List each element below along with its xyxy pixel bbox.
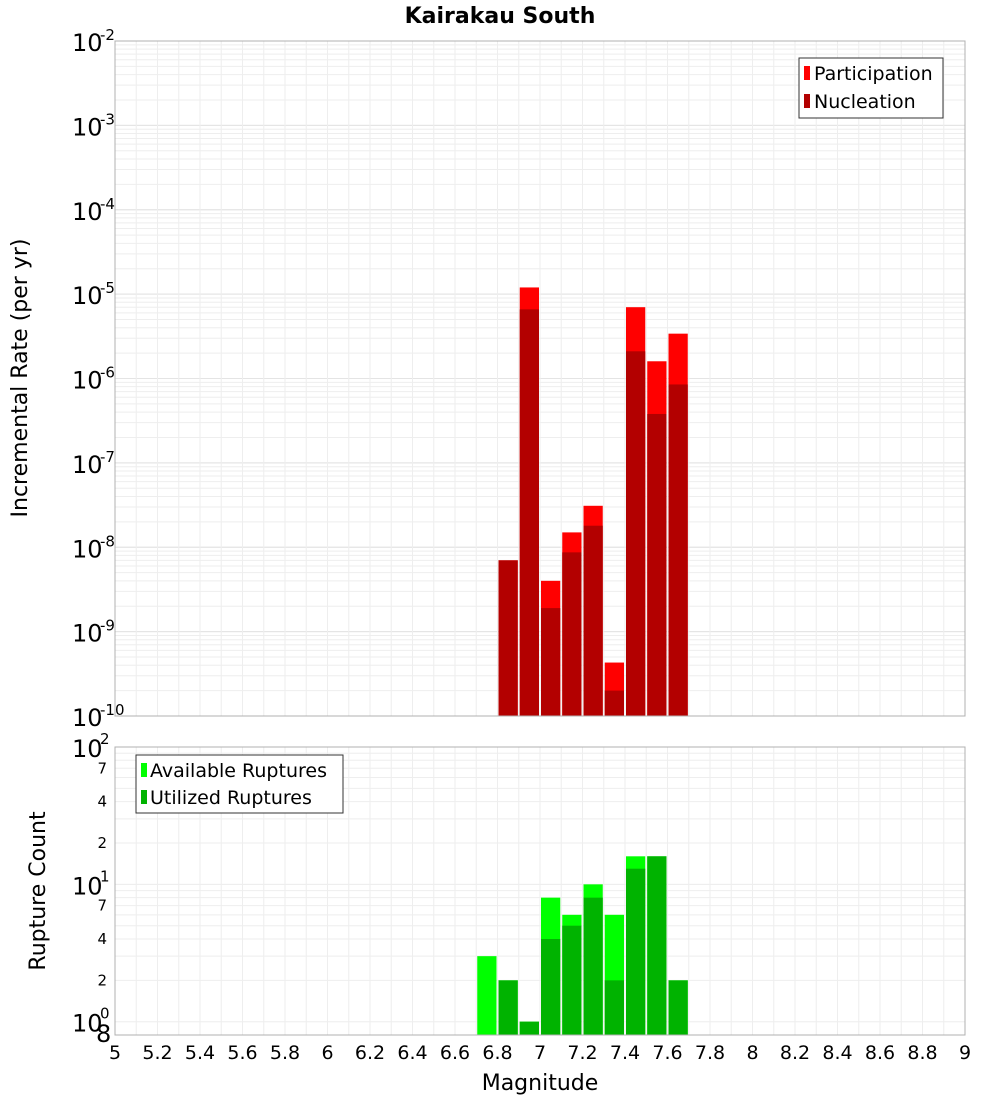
rate-y-tick-label: 10 xyxy=(72,29,103,57)
x-tick-label: 5.4 xyxy=(185,1042,215,1064)
rate-y-tick-exponent: -2 xyxy=(100,26,115,44)
count-legend-swatch xyxy=(141,763,147,777)
rate-legend-swatch xyxy=(804,94,810,108)
x-tick-label: 6.4 xyxy=(397,1042,427,1064)
count-y-tick-exponent: 2 xyxy=(100,730,110,748)
x-tick-label: 8.4 xyxy=(822,1042,852,1064)
nucleation-bar xyxy=(519,309,539,716)
utilized-ruptures-bar xyxy=(668,980,688,1035)
rate-y-tick-label: 10 xyxy=(72,113,103,141)
x-tick-label: 5.6 xyxy=(227,1042,257,1064)
count-y-tick-label: 10 xyxy=(72,1010,103,1038)
rate-legend-swatch xyxy=(804,66,810,80)
x-tick-label: 8.2 xyxy=(780,1042,810,1064)
count-legend-swatch xyxy=(141,790,147,804)
count-plot-bars xyxy=(477,856,688,1035)
rate-y-tick-exponent: -8 xyxy=(100,532,115,550)
count-y-minor-tick-label: 4 xyxy=(97,793,107,811)
nucleation-bar xyxy=(647,413,667,716)
rate-y-tick-exponent: -6 xyxy=(100,364,115,382)
rate-y-tick-exponent: -3 xyxy=(100,110,115,128)
x-tick-label: 5.2 xyxy=(142,1042,172,1064)
rate-y-tick-exponent: -10 xyxy=(100,701,125,719)
utilized-ruptures-bar xyxy=(626,868,646,1035)
count-y-minor-tick-label: 7 xyxy=(97,759,107,777)
nucleation-bar xyxy=(583,525,603,716)
x-tick-label: 7.4 xyxy=(610,1042,640,1064)
rate-y-tick-label: 10 xyxy=(72,451,103,479)
count-plot-border xyxy=(114,746,966,1036)
nucleation-bar xyxy=(541,608,561,716)
count-y-tick-label: 10 xyxy=(72,872,103,900)
count-legend-box xyxy=(135,754,344,814)
x-tick-label: 8 xyxy=(746,1042,758,1064)
x-tick-label: 7.6 xyxy=(652,1042,682,1064)
count-y-tick-exponent: 0 xyxy=(100,1005,110,1023)
x-axis-label: Magnitude xyxy=(482,1071,599,1096)
x-tick-label: 5 xyxy=(109,1042,121,1064)
rate-y-tick-exponent: -5 xyxy=(100,279,115,297)
count-legend-label: Utilized Ruptures xyxy=(150,787,312,809)
rate-y-tick-exponent: -7 xyxy=(100,448,115,466)
x-tick-label: 6.2 xyxy=(355,1042,385,1064)
count-y-minor-tick-label: 2 xyxy=(97,971,107,989)
nucleation-bar xyxy=(498,560,518,716)
rate-y-tick-exponent: -9 xyxy=(100,617,115,635)
utilized-ruptures-bar xyxy=(583,897,603,1035)
x-axis-ticks: 5 5.2 5.4 5.6 5.8 6 6.2 6.4 6.6 6.8 7 7.2 7.4 7.6 7.8 8… xyxy=(109,1042,971,1064)
x-tick-label: 8.8 xyxy=(907,1042,937,1064)
x-tick-label: 7.8 xyxy=(695,1042,725,1064)
rate-legend-label: Nucleation xyxy=(814,91,916,113)
utilized-ruptures-bar xyxy=(604,980,624,1035)
rate-y-tick-label: 10 xyxy=(72,535,103,563)
x-tick-label: 7 xyxy=(534,1042,546,1064)
count-legend-label: Available Ruptures xyxy=(150,760,327,782)
count-plot-y-label: Rupture Count xyxy=(26,811,51,971)
nucleation-bar xyxy=(668,384,688,716)
rate-y-tick-exponent: -4 xyxy=(100,195,115,213)
rate-legend-box xyxy=(798,57,944,119)
x-tick-label: 6.6 xyxy=(440,1042,470,1064)
rate-plot-grid xyxy=(114,40,966,717)
rate-plot-border xyxy=(114,40,966,717)
utilized-ruptures-bar xyxy=(498,980,518,1035)
nucleation-bar xyxy=(562,552,582,716)
rate-y-tick-label: 10 xyxy=(72,367,103,395)
count-y-minor-tick-label: 2 xyxy=(97,834,107,852)
available-ruptures-bar xyxy=(477,956,497,1035)
count-plot-legend: Available Ruptures Utilized Ruptures xyxy=(135,754,344,814)
x-tick-label: 7.2 xyxy=(567,1042,597,1064)
rate-plot-y-label: Incremental Rate (per yr) xyxy=(8,239,33,518)
x-tick-label: 6 xyxy=(321,1042,333,1064)
rate-legend-label: Participation xyxy=(814,63,933,85)
nucleation-bar xyxy=(626,351,646,716)
count-y-tick-label: 10 xyxy=(72,735,103,763)
x-tick-label: 8.6 xyxy=(865,1042,895,1064)
nucleation-bar xyxy=(604,690,624,716)
rate-y-tick-label: 10 xyxy=(72,620,103,648)
utilized-ruptures-bar xyxy=(519,1021,539,1035)
rate-y-tick-label: 10 xyxy=(72,282,103,310)
chart-title: Kairakau South xyxy=(405,4,596,29)
utilized-ruptures-bar xyxy=(562,925,582,1035)
x-tick-label: 9 xyxy=(959,1042,971,1064)
x-tick-label: 6.8 xyxy=(482,1042,512,1064)
utilized-ruptures-bar xyxy=(541,939,561,1035)
x-tick-label: 5.8 xyxy=(270,1042,300,1064)
rate-y-tick-label: 10 xyxy=(72,198,103,226)
utilized-ruptures-bar xyxy=(647,856,667,1035)
rate-plot-bars xyxy=(498,287,688,716)
count-y-minor-tick-label: 4 xyxy=(97,930,107,948)
count-y-tick-fragment: 8 xyxy=(96,1020,111,1048)
rate-y-tick-label: 10 xyxy=(72,704,103,732)
rate-plot-legend: Participation Nucleation xyxy=(798,57,944,119)
count-y-tick-exponent: 1 xyxy=(100,867,110,885)
count-y-minor-tick-label: 7 xyxy=(97,897,107,915)
